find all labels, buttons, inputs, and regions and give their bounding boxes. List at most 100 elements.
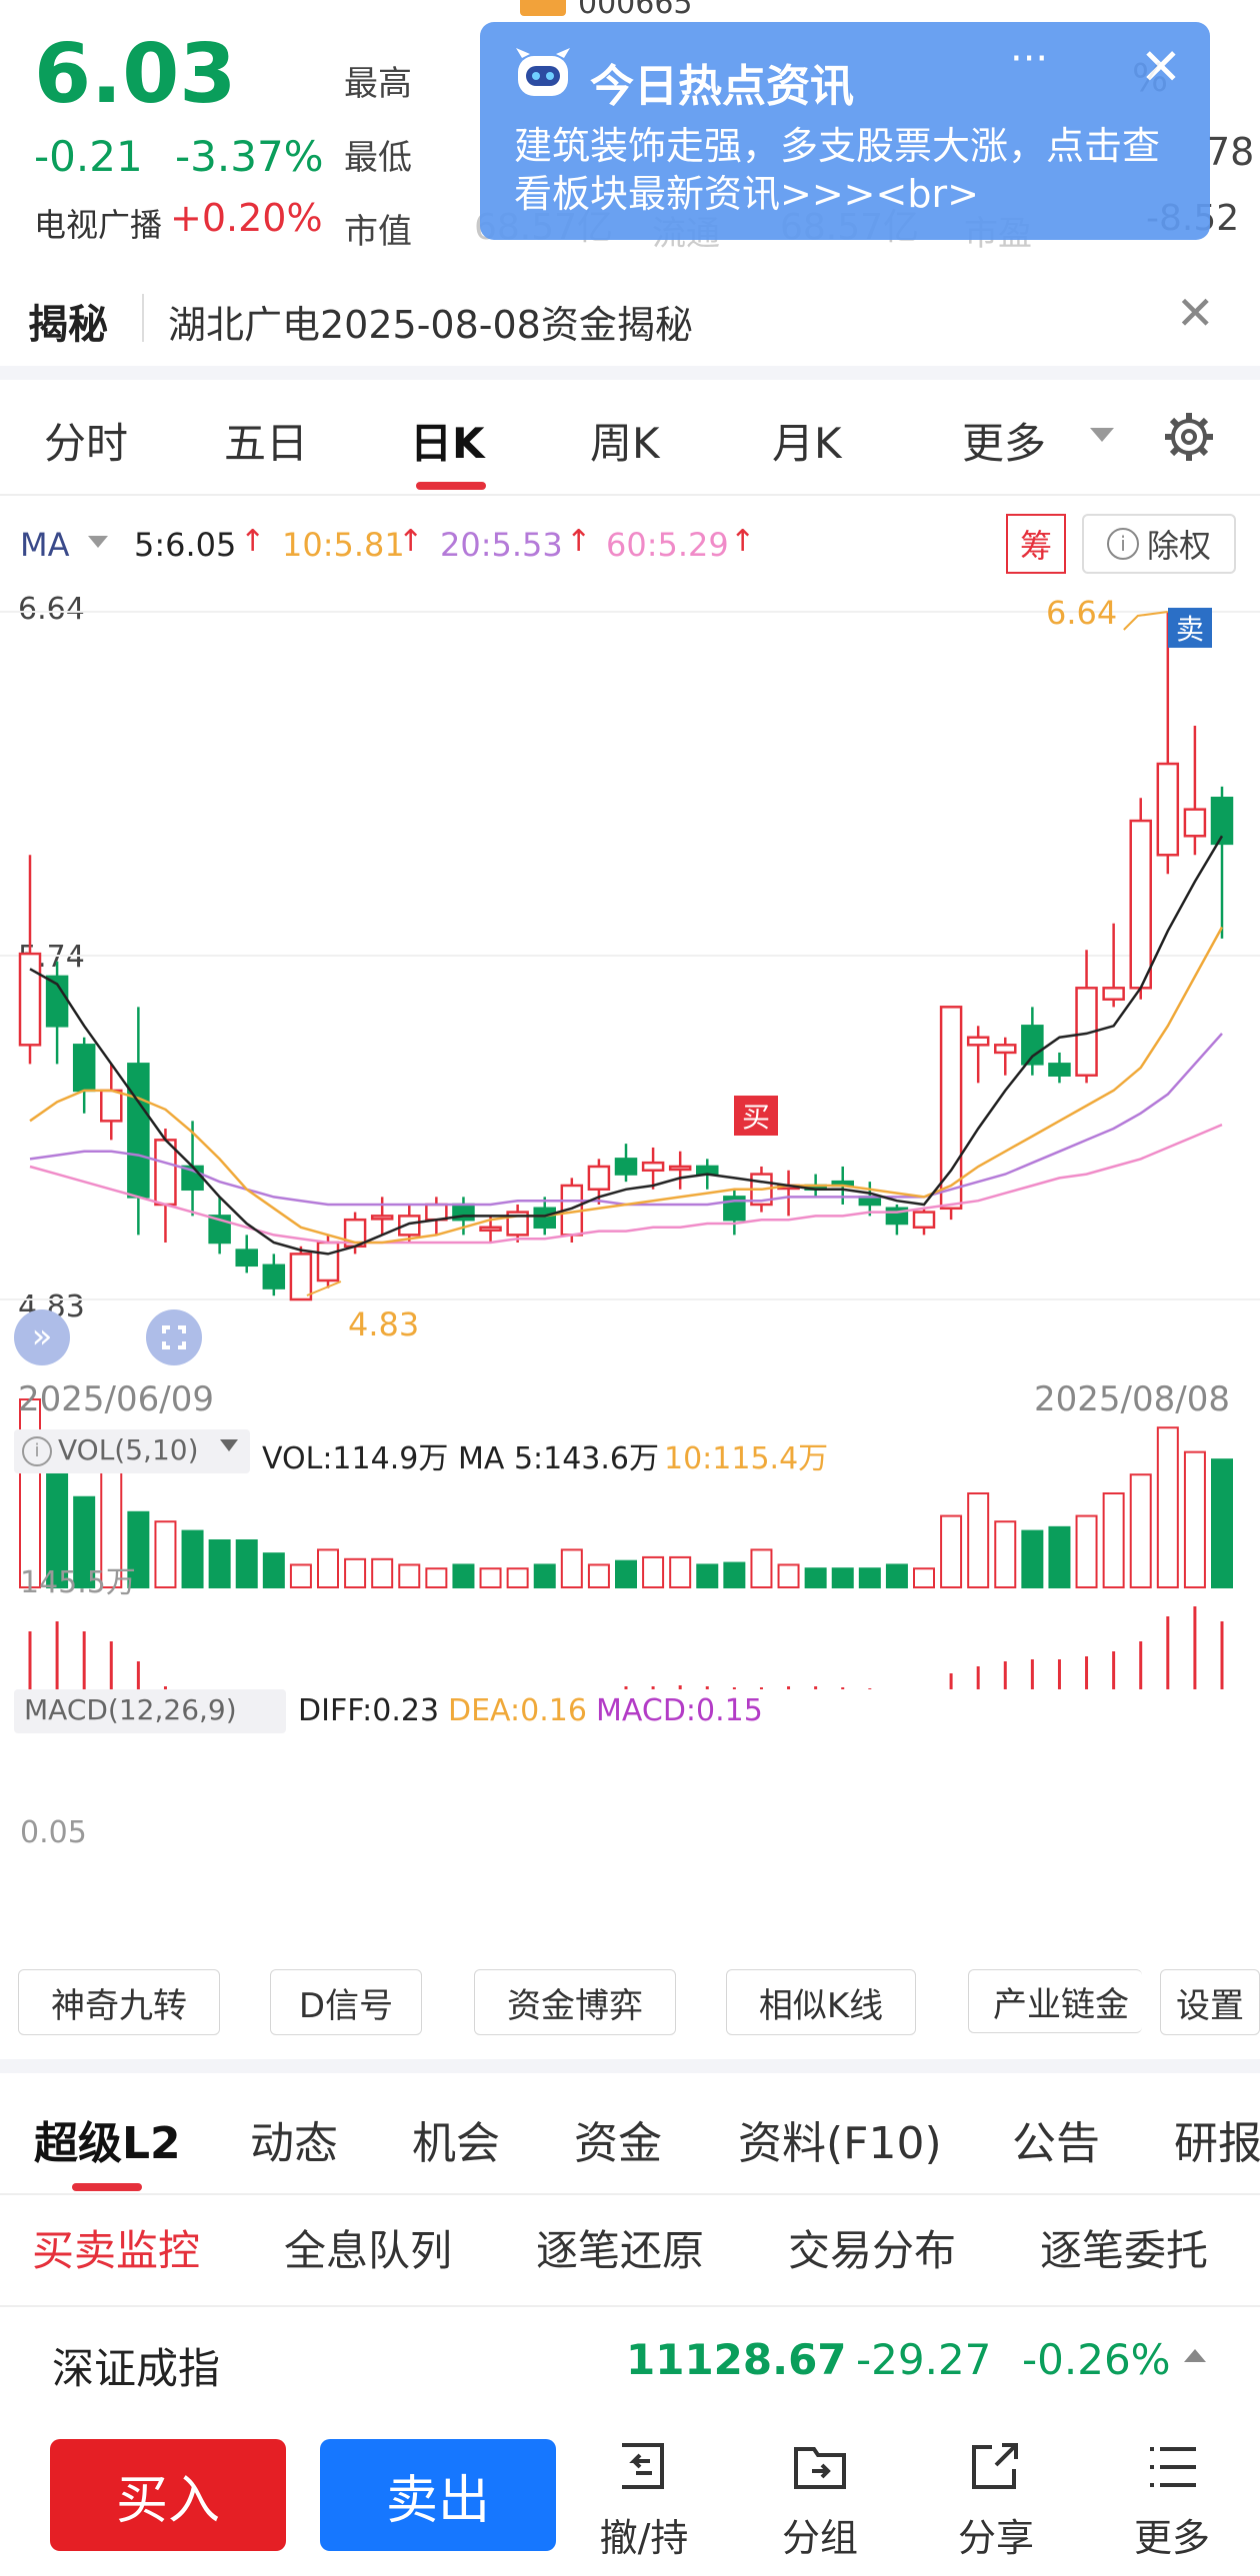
volume-bar [1129, 1473, 1152, 1589]
sell-signal-tag[interactable]: 卖 [1168, 608, 1212, 648]
cancel-hold-icon [622, 2443, 664, 2489]
group-button[interactable]: 分组 [760, 2439, 880, 2562]
volume-bar [533, 1563, 556, 1589]
chevron-up-icon[interactable] [1184, 2349, 1206, 2362]
l2-tab-queue[interactable]: 全息队列 [284, 2226, 453, 2275]
close-icon[interactable]: ✕ [1140, 38, 1182, 96]
volume-bar [885, 1563, 908, 1589]
vol-ma10: 10:115.4万 [664, 1441, 829, 1476]
candle-body [127, 1063, 150, 1199]
candle-body [1048, 1063, 1071, 1077]
volume-bar [587, 1563, 610, 1589]
expand-left-icon[interactable]: » [14, 1309, 70, 1365]
volume-bar [289, 1563, 312, 1589]
vol-value: VOL:114.9万 [262, 1441, 449, 1476]
candle-body [966, 1036, 990, 1047]
tab-intraday[interactable]: 分时 [44, 419, 129, 468]
gear-icon[interactable] [1162, 410, 1216, 464]
l2-tab-tick-replay[interactable]: 逐笔还原 [536, 2226, 705, 2275]
candle-body [235, 1249, 258, 1268]
more-dots-icon[interactable]: ··· [1010, 36, 1049, 82]
volume-bar [940, 1514, 963, 1588]
l2-tab-bid-monitor[interactable]: 买卖监控 [32, 2226, 201, 2275]
volume-bar [913, 1567, 935, 1589]
index-pct: -0.26% [1022, 2335, 1171, 2384]
tab-more[interactable]: 更多 [962, 419, 1047, 468]
ma5-line [29, 835, 1224, 1256]
ma-label[interactable]: MA [20, 526, 70, 564]
l2-tab-order-tick[interactable]: 逐笔委托 [1040, 2226, 1209, 2275]
tab-five-day[interactable]: 五日 [224, 419, 309, 468]
fullscreen-icon[interactable] [146, 1309, 202, 1365]
volume-bar [831, 1567, 854, 1589]
chevron-down-icon[interactable] [1090, 428, 1114, 442]
ma20-legend: 20:5.53 [440, 526, 563, 564]
tab-super-l2[interactable]: 超级L2 [34, 2118, 181, 2169]
candle-body [939, 1006, 963, 1211]
ma60-line [29, 1123, 1223, 1245]
ma60-legend: 60:5.29 [606, 526, 729, 564]
share-button[interactable]: 分享 [936, 2439, 1056, 2562]
tab-f10[interactable]: 资料(F10) [738, 2118, 942, 2169]
sell-button[interactable]: 卖出 [320, 2439, 556, 2551]
index-ticker[interactable]: 深证成指 11128.67 -29.27 -0.26% [0, 2305, 1260, 2417]
arrow-up-icon: ↑ [566, 524, 592, 559]
tab-funds[interactable]: 资金 [574, 2118, 662, 2169]
candle-body [18, 952, 42, 1047]
cancel-hold-button[interactable]: 撤/持 [584, 2439, 704, 2562]
volume-bar [479, 1567, 502, 1589]
popup-body[interactable]: 建筑装饰走强，多支股票大涨，点击查看板块最新资讯>>><br> [514, 124, 1161, 216]
buy-button[interactable]: 买入 [50, 2439, 286, 2551]
last-price: 6.03 [34, 27, 237, 122]
tab-research[interactable]: 研报 [1174, 2118, 1260, 2169]
l2-tab-trade-dist[interactable]: 交易分布 [788, 2226, 957, 2275]
exright-button[interactable]: i 除权 [1082, 514, 1236, 574]
vol-selector[interactable]: i VOL(5,10) [14, 1429, 250, 1473]
vol-label: VOL(5,10) [58, 1433, 199, 1466]
close-icon[interactable]: ✕ [1176, 286, 1215, 340]
reveal-bar[interactable]: 揭秘 湖北广电2025-08-08资金揭秘 ✕ [0, 270, 1260, 380]
tool-capital-game[interactable]: 资金博弈 [474, 1969, 676, 2035]
tab-opportunity[interactable]: 机会 [412, 2118, 500, 2169]
kline-chart-area[interactable]: MA 5:6.05 10:5.81 20:5.53 60:5.29 ↑ ↑ ↑ … [0, 500, 1260, 1979]
volume-bar [208, 1539, 231, 1588]
volume-bar [642, 1555, 665, 1588]
tool-settings[interactable]: 设置 [1160, 1969, 1260, 2035]
cap-label: 市值 [344, 212, 412, 252]
tool-similar-k[interactable]: 相似K线 [726, 1969, 916, 2035]
volume-bar [669, 1555, 692, 1588]
share-label: 分享 [957, 2516, 1034, 2560]
tab-news[interactable]: 动态 [250, 2118, 338, 2169]
volume-bar [344, 1557, 367, 1588]
price-change-pct: -3.37% [175, 132, 324, 181]
buy-signal-tag[interactable]: 买 [734, 1096, 778, 1136]
volume-bar [181, 1529, 204, 1588]
reveal-tag: 揭秘 [28, 302, 108, 348]
ma5-legend: 5:6.05 [134, 526, 237, 564]
tab-monthly-k[interactable]: 月K [772, 419, 842, 468]
vol-ma5: MA 5:143.6万 [458, 1441, 660, 1476]
candle-body [641, 1161, 665, 1173]
info-icon: i [22, 1436, 52, 1466]
hot-news-popup[interactable]: 今日热点资讯 ··· ✕ 建筑装饰走强，多支股票大涨，点击查看板块最新资讯>>>… [480, 22, 1210, 240]
tab-daily-k[interactable]: 日K [410, 419, 485, 468]
chip-button[interactable]: 筹 [1006, 514, 1066, 574]
more-label: 更多 [1133, 2516, 1210, 2560]
more-button[interactable]: 更多 [1112, 2439, 1232, 2562]
tool-industry-chain[interactable]: 产业链金 [968, 1969, 1142, 2033]
tool-nine-turn[interactable]: 神奇九转 [18, 1969, 220, 2035]
popup-title: 今日热点资讯 [590, 61, 854, 112]
tab-announcement[interactable]: 公告 [1012, 2118, 1100, 2169]
divider [142, 294, 144, 342]
sector-name[interactable]: 电视广播 [34, 206, 163, 244]
tab-weekly-k[interactable]: 周K [590, 419, 660, 468]
macd-selector[interactable]: MACD(12,26,9) [14, 1689, 286, 1733]
candle-body [1183, 808, 1207, 838]
candle-body [614, 1158, 638, 1176]
section-divider [0, 2059, 1260, 2073]
cancel-hold-label: 撤/持 [599, 2516, 689, 2560]
chevron-down-icon[interactable] [88, 536, 108, 548]
tool-d-signal[interactable]: D信号 [270, 1969, 422, 2035]
volume-bar [1211, 1458, 1233, 1588]
macd-axis-label: 0.05 [20, 1815, 87, 1850]
